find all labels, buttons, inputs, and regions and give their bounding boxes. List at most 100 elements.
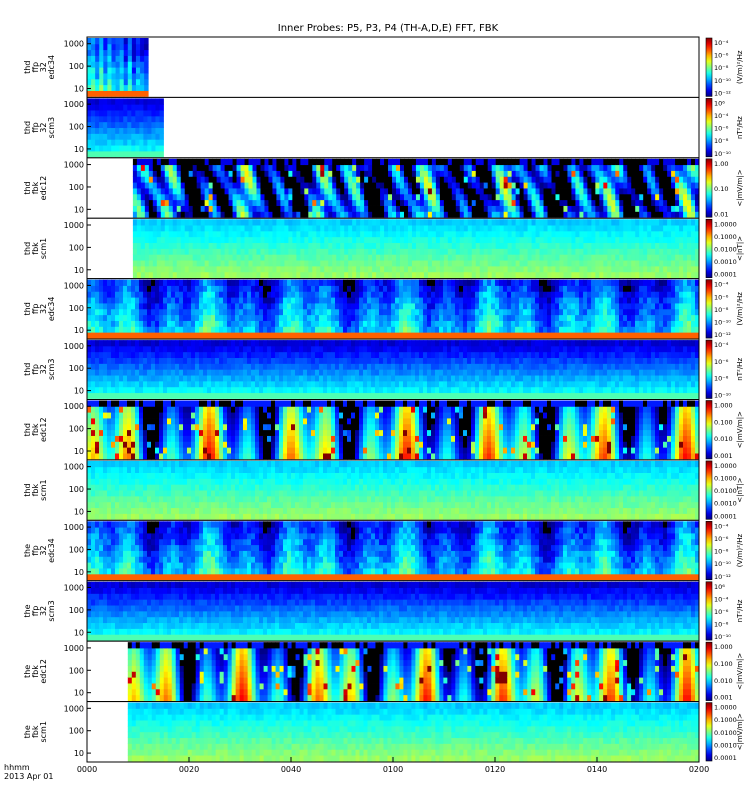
spectrogram-cell — [156, 242, 162, 249]
spectrogram-cell — [155, 303, 160, 310]
spectrogram-cell — [299, 303, 304, 310]
spectrogram-cell — [372, 188, 377, 195]
spectrogram-cell — [208, 271, 214, 279]
spectrogram-cell — [579, 326, 584, 333]
spectrogram-cell — [103, 145, 108, 152]
spectrogram-cell — [207, 320, 212, 327]
spectrogram-cell — [87, 291, 92, 298]
spectrogram-cell — [244, 225, 249, 232]
spectrogram-cell — [180, 254, 186, 261]
spectrogram-cell — [315, 291, 320, 298]
spectrogram-cell — [311, 320, 316, 327]
spectrogram-cell — [176, 260, 182, 267]
spectrogram-cell — [571, 188, 576, 195]
spectrogram-cell — [392, 193, 397, 201]
spectrogram-cell — [479, 285, 484, 292]
spectrogram-cell — [123, 67, 129, 74]
spectrogram-cell — [220, 242, 225, 249]
spectrogram-cell — [119, 297, 124, 304]
spectrogram-cell — [327, 320, 332, 327]
spectrogram-cell — [144, 170, 150, 177]
spectrogram-cell — [563, 199, 568, 206]
spectrogram-cell — [575, 332, 580, 339]
spectrogram-cell — [343, 303, 348, 310]
spectrogram-cell — [607, 254, 612, 261]
spectrogram-cell — [563, 164, 568, 171]
spectrogram-cell — [475, 254, 481, 261]
spectrogram-cell — [184, 158, 190, 166]
spectrogram-cell — [483, 164, 489, 171]
spectrogram-cell — [292, 225, 297, 232]
spectrogram-cell — [251, 332, 256, 339]
spectrogram-cell — [515, 279, 520, 286]
spectrogram-cell — [635, 242, 640, 249]
spectrogram-cell — [607, 291, 612, 298]
spectrogram-cell — [144, 254, 150, 261]
spectrogram-cell — [136, 219, 142, 226]
spectrogram-cell — [292, 205, 297, 212]
spectrogram-cell — [204, 225, 210, 232]
spectrogram-cell — [384, 188, 389, 195]
spectrogram-cell — [328, 242, 333, 249]
spectrogram-cell — [215, 326, 220, 333]
spectrogram-cell — [535, 285, 540, 292]
spectrogram-cell — [148, 254, 154, 261]
spectrogram-cell — [615, 248, 620, 255]
spectrogram-cell — [263, 297, 268, 304]
spectrogram-cell — [255, 314, 260, 321]
spectrogram-cell — [256, 176, 261, 183]
spectrogram-cell — [271, 332, 276, 339]
spectrogram-cell — [195, 308, 200, 316]
spectrogram-cell — [356, 248, 361, 255]
spectrogram-cell — [527, 219, 532, 226]
spectrogram-cell — [164, 265, 170, 273]
spectrogram-cell — [119, 38, 125, 45]
spectrogram-cell — [159, 127, 164, 134]
spectrogram-cell — [263, 332, 268, 339]
spectrogram-cell — [272, 230, 277, 238]
spectrogram-cell — [200, 199, 206, 206]
spectrogram-cell — [228, 182, 233, 189]
spectrogram-cell — [623, 271, 628, 279]
spectrogram-cell — [683, 320, 688, 327]
spectrogram-cell — [140, 67, 145, 74]
spectrogram-cell — [380, 211, 385, 218]
spectrogram-cell — [336, 193, 341, 201]
spectrogram-cell — [527, 308, 532, 316]
spectrogram-cell — [115, 73, 121, 80]
spectrogram-cell — [372, 242, 377, 249]
spectrogram-cell — [519, 285, 524, 292]
spectrogram-cell — [335, 308, 340, 316]
spectrogram-cell — [187, 308, 192, 316]
spectrogram-cell — [531, 248, 536, 255]
spectrogram-cell — [595, 303, 600, 310]
spectrogram-cell — [527, 254, 532, 261]
spectrogram-cell — [248, 158, 253, 166]
spectrogram-cell — [427, 271, 433, 279]
panel-label-line: ffp — [31, 62, 40, 73]
spectrogram-cell — [139, 357, 144, 364]
spectrogram-cell — [683, 271, 688, 279]
spectrogram-cell — [411, 219, 417, 226]
spectrogram-cell — [423, 182, 429, 189]
spectrogram-cell — [159, 98, 164, 105]
spectrogram-cell — [155, 150, 160, 158]
spectrogram-cell — [292, 254, 297, 261]
spectrogram-cell — [160, 225, 166, 232]
spectrogram-cell — [255, 297, 260, 304]
spectrogram-cell — [315, 303, 320, 310]
spectrogram-cell — [91, 314, 96, 321]
spectrogram-cell — [131, 386, 136, 394]
spectrogram-cell — [627, 211, 632, 218]
spectrogram-cell — [675, 326, 680, 333]
spectrogram-cell — [451, 205, 457, 212]
spectrogram-cell — [107, 98, 112, 105]
spectrogram-cell — [212, 158, 218, 166]
spectrogram-cell — [91, 308, 96, 316]
spectrogram-cell — [267, 285, 272, 292]
spectrogram-cell — [463, 164, 469, 171]
spectrogram-cell — [103, 150, 108, 158]
spectrogram-cell — [276, 265, 281, 273]
spectrogram-cell — [695, 248, 700, 255]
spectrogram-cell — [203, 314, 208, 321]
